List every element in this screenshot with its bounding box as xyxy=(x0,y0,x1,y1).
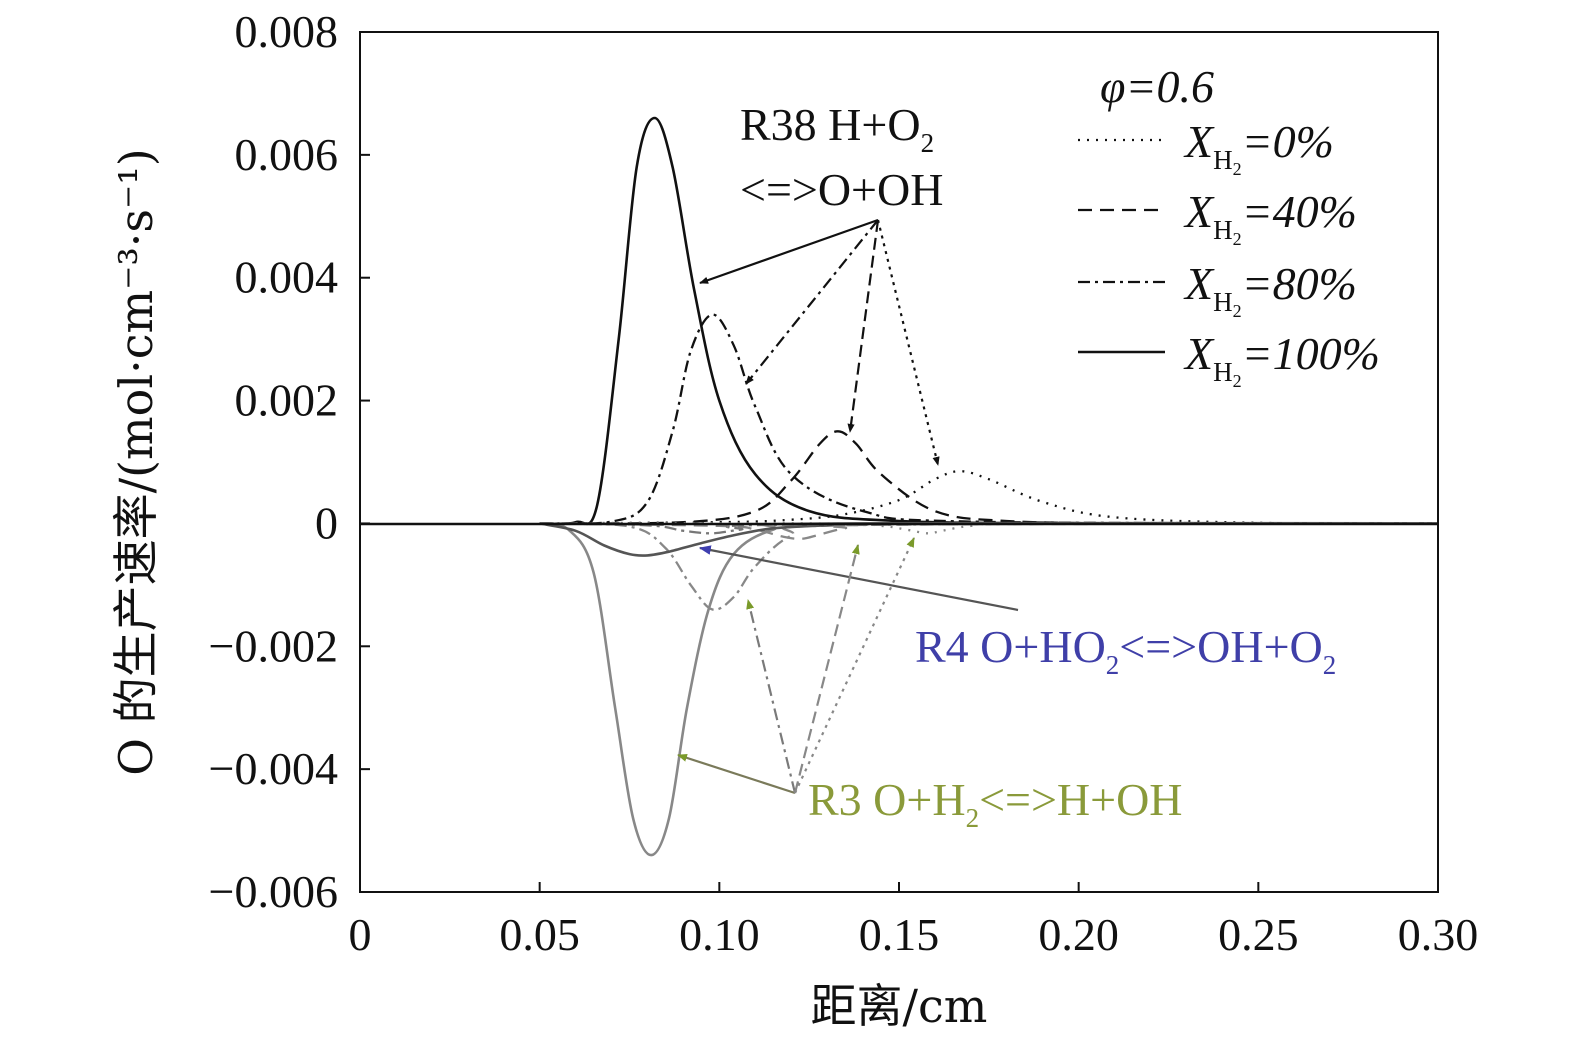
y-tick-label: −0.004 xyxy=(209,743,338,794)
x-tick-label: 0.15 xyxy=(859,909,940,960)
x-axis-ticks: 0 0.05 0.10 0.15 0.20 0.25 0.30 xyxy=(349,882,1479,960)
y-tick-label: −0.006 xyxy=(209,866,338,917)
legend-label-2: XH2=80% xyxy=(1183,258,1357,321)
legend-title: φ=0.6 xyxy=(1100,61,1214,112)
series-line-r3-40pct xyxy=(539,522,1439,541)
annotation-arrows xyxy=(677,218,1019,795)
series-line-r3-80pct xyxy=(539,522,1439,611)
r38-arrow-80 xyxy=(745,219,879,385)
r38-arrow-100 xyxy=(699,218,879,285)
r38-arrow-40 xyxy=(847,219,880,433)
r3-arrow-40 xyxy=(793,544,860,794)
annotation-r4: R4 O+HO2<=>OH+O2 xyxy=(915,621,1336,680)
r38-arrow-0 xyxy=(876,219,940,466)
legend-label-1: XH2=40% xyxy=(1183,186,1357,249)
series-line-r38-0pct xyxy=(539,470,1439,525)
y-tick-label: 0.002 xyxy=(235,375,339,426)
y-tick-label: −0.002 xyxy=(209,620,338,671)
y-tick-label: 0.004 xyxy=(235,252,339,303)
legend: φ=0.6 XH2=0% XH2=40% XH2=80% XH2=100% xyxy=(1078,61,1380,391)
y-tick-label: 0.006 xyxy=(235,129,339,180)
r3-arrow-100 xyxy=(677,753,796,795)
x-tick-label: 0.05 xyxy=(499,909,580,960)
annotation-r38-line2: <=>O+OH xyxy=(740,164,943,215)
x-tick-label: 0 xyxy=(349,909,372,960)
x-tick-label: 0.20 xyxy=(1038,909,1119,960)
legend-label-0: XH2=0% xyxy=(1183,116,1334,179)
series-line-r38-40pct xyxy=(539,430,1439,525)
series-line-r4-80pct xyxy=(539,522,1439,535)
r3-arrow-0 xyxy=(794,537,915,794)
series-line-r38-100pct xyxy=(539,116,1439,526)
y-tick-label: 0 xyxy=(315,497,338,548)
annotation-r3: R3 O+H2<=>H+OH xyxy=(808,774,1183,833)
y-axis-title: O 的生产速率/(mol·cm⁻³·s⁻¹) xyxy=(109,148,163,775)
x-tick-label: 0.30 xyxy=(1398,909,1479,960)
x-tick-label: 0.10 xyxy=(679,909,760,960)
series-line-r38-80pct xyxy=(539,313,1439,525)
r4-arrow xyxy=(698,545,1019,612)
x-axis-title: 距离/cm xyxy=(811,979,988,1033)
x-tick-label: 0.25 xyxy=(1218,909,1299,960)
annotation-r38-line1: R38 H+O2 xyxy=(740,99,934,158)
y-axis-ticks: −0.006 −0.004 −0.002 0 0.002 0.004 0.006 0.008 xyxy=(209,6,370,917)
legend-label-3: XH2=100% xyxy=(1183,328,1380,391)
y-tick-label: 0.008 xyxy=(235,6,339,57)
r3-arrow-80 xyxy=(746,599,797,794)
